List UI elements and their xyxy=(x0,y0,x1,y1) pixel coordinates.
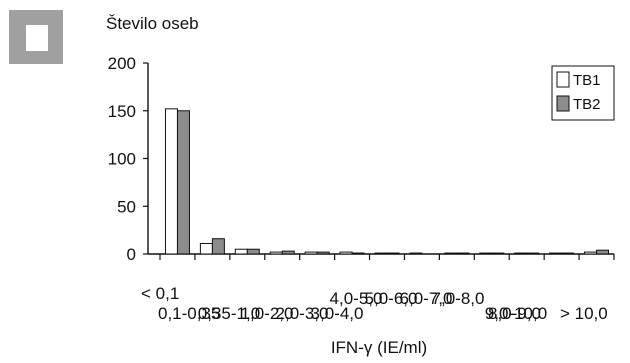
x-tick-label: 5,0-6,0 xyxy=(365,289,418,308)
bar-tb1 xyxy=(374,252,388,255)
bar-tb1 xyxy=(269,251,283,255)
corner-box-inner xyxy=(26,25,48,51)
x-tick-label: 6,0-7,0 xyxy=(400,289,453,308)
bar-tb1 xyxy=(199,242,213,255)
y-tick-label: 50 xyxy=(117,197,136,216)
x-tick-label: 2,0-3,0 xyxy=(276,304,329,323)
bar-tb1 xyxy=(549,252,563,255)
bar-tb2 xyxy=(561,252,575,255)
bar-tb2 xyxy=(281,250,295,255)
bar-tb2 xyxy=(211,238,225,255)
bar-tb2 xyxy=(456,252,470,255)
bar-tb1 xyxy=(164,108,178,255)
x-tick-label: 1,0-2,0 xyxy=(241,304,294,323)
y-tick-label: 0 xyxy=(127,245,136,264)
y-tick-label: 200 xyxy=(108,54,136,73)
bar-tb1 xyxy=(479,252,493,255)
chart-title: Število oseb xyxy=(106,14,199,33)
x-tick-labels: < 0,10,1-0,350,35-1,01,0-2,02,0-3,03,0-4… xyxy=(141,284,608,323)
y-tick-label: 100 xyxy=(108,150,136,169)
bar-tb2 xyxy=(386,252,400,255)
x-tick-label: 9,0-10,0 xyxy=(485,304,547,323)
x-tick-label: 0,1-0,35 xyxy=(158,304,220,323)
bar-tb2 xyxy=(596,249,610,255)
x-tick-label: 4,0-5,0 xyxy=(330,289,383,308)
bar-tb1 xyxy=(234,248,248,255)
x-tick-label: 3,0-4,0 xyxy=(311,304,364,323)
bar-tb2 xyxy=(491,252,505,255)
bar-tb2 xyxy=(526,252,540,255)
bar-tb1 xyxy=(304,251,318,255)
x-tick-label: > 10,0 xyxy=(560,304,608,323)
legend: TB1 TB2 xyxy=(551,65,615,121)
bar-tb2 xyxy=(246,248,260,255)
bars xyxy=(164,108,610,255)
y-tick-label: 150 xyxy=(108,102,136,121)
legend-swatch-tb2 xyxy=(556,95,570,112)
legend-label-tb1: TB1 xyxy=(573,72,601,89)
bar-tb1 xyxy=(584,251,598,255)
x-tick-label: 0,35-1,0 xyxy=(198,304,260,323)
x-tick-label: 7,0-8,0 xyxy=(432,289,485,308)
legend-swatch-tb1 xyxy=(556,71,570,88)
bar-tb2 xyxy=(351,252,365,255)
legend-label-tb2: TB2 xyxy=(573,96,601,113)
bar-tb2 xyxy=(176,110,190,255)
x-tick-label: 8,0-9,0 xyxy=(488,304,541,323)
bar-tb1 xyxy=(409,252,423,255)
bar-tb1 xyxy=(514,252,528,255)
x-tick-label: < 0,1 xyxy=(141,284,179,303)
bar-tb1 xyxy=(339,251,353,255)
bar-tb2 xyxy=(316,251,330,255)
x-axis-label: IFN-γ (IE/ml) xyxy=(331,338,427,357)
bar-tb1 xyxy=(444,252,458,255)
